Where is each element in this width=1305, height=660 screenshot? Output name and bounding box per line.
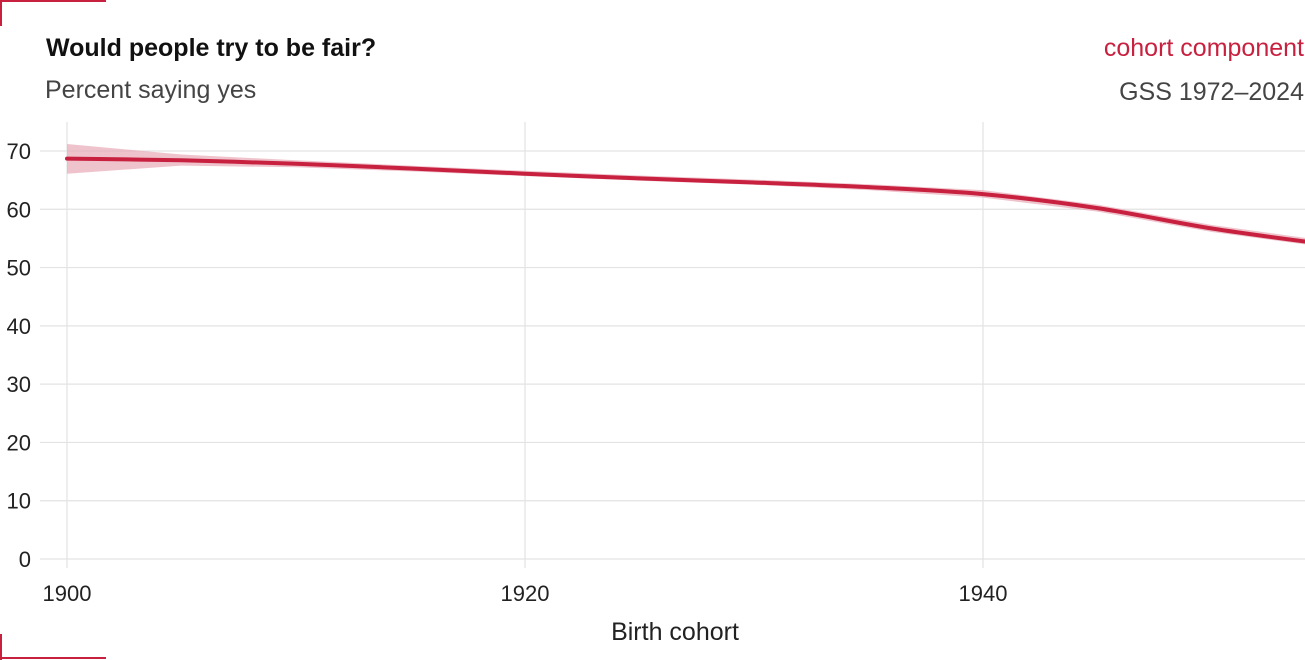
corner-mark-bottom-stub <box>0 634 2 660</box>
corner-mark-bottom <box>0 657 106 659</box>
corner-mark-top-stub <box>0 0 2 26</box>
y-tick-label-30: 30 <box>7 372 31 397</box>
source-label: GSS 1972–2024 <box>1119 78 1304 106</box>
chart-title: Would people try to be fair? <box>46 34 377 62</box>
grid <box>40 122 1305 568</box>
confidence-band <box>67 144 1305 245</box>
corner-mark-top <box>0 0 106 2</box>
series-line <box>65 156 1305 244</box>
x-tick-label-1940: 1940 <box>959 581 1008 606</box>
y-tick-label-0: 0 <box>19 547 31 572</box>
y-tick-label-50: 50 <box>7 256 31 281</box>
y-axis-ticks: 0 10 20 30 40 50 60 70 <box>7 139 31 572</box>
chart-subtitle: Percent saying yes <box>45 76 257 104</box>
x-axis-ticks: 190019201940196019802000 <box>43 581 1008 606</box>
y-tick-label-10: 10 <box>7 489 31 514</box>
x-tick-label-1920: 1920 <box>501 581 550 606</box>
y-tick-label-40: 40 <box>7 314 31 339</box>
x-tick-label-1900: 1900 <box>43 581 92 606</box>
series-line-path <box>65 156 1305 244</box>
x-axis-title: Birth cohort <box>611 618 739 646</box>
confidence-band-area <box>67 144 1305 245</box>
y-tick-label-20: 20 <box>7 430 31 455</box>
y-tick-label-70: 70 <box>7 139 31 164</box>
component-label: cohort component <box>1103 34 1304 62</box>
y-tick-label-60: 60 <box>7 197 31 222</box>
